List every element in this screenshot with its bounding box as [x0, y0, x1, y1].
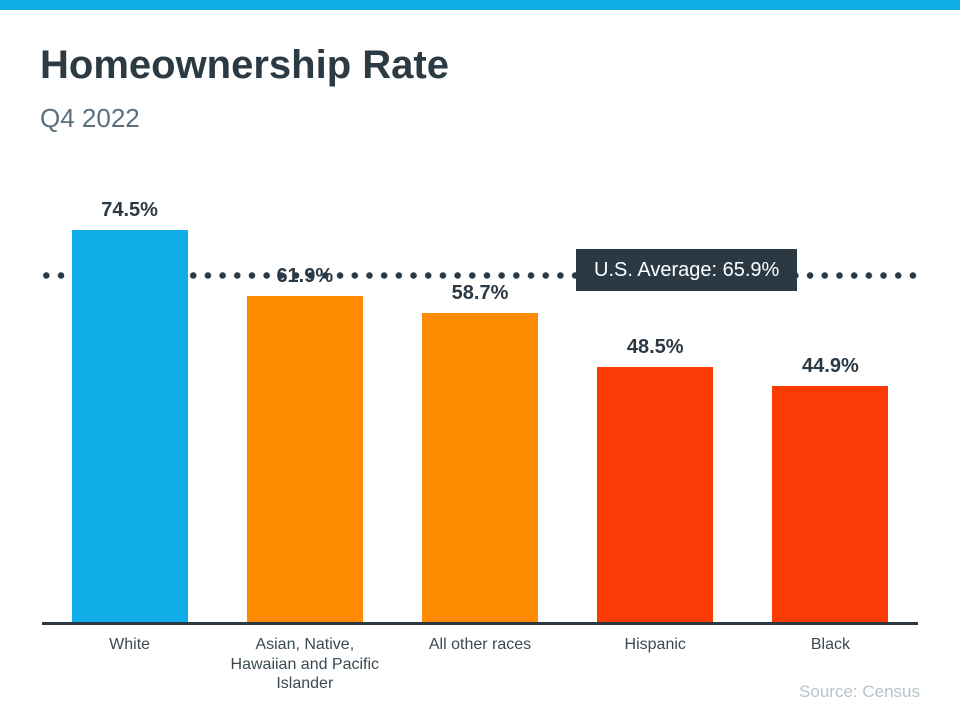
category-label-black: Black: [810, 636, 850, 653]
header: Homeownership Rate Q4 2022: [40, 44, 449, 134]
page-subtitle: Q4 2022: [40, 103, 140, 133]
bar-group-hispanic: 48.5%: [568, 336, 743, 622]
bar-value-label: 58.7%: [451, 282, 509, 305]
category-label-hispanic: Hispanic: [624, 636, 686, 653]
bar-value-label: 48.5%: [626, 335, 684, 358]
bar-group-asian-native-hawaiian-pacific-islander: 61.9%: [217, 265, 392, 622]
category-label-all-other-races: All other races: [428, 636, 532, 653]
category-axis: White Asian, Native, Hawaiian and Pacifi…: [42, 635, 918, 694]
chart-area: 74.5% 61.9% 58.7% 48.5% 44.9% U.S. Avera…: [39, 185, 919, 625]
bar-asian-native-hawaiian-pacific-islander: [246, 296, 363, 622]
average-dotted-line: [39, 271, 919, 279]
bar-group-all-other-races: 58.7%: [392, 282, 567, 622]
bar-all-other-races: [422, 313, 538, 622]
page-title: Homeownership Rate: [40, 43, 449, 87]
bar-white: [71, 229, 188, 622]
top-accent-bar: [0, 0, 960, 10]
bar-hispanic: [597, 366, 714, 622]
category-label-asian-native-hawaiian-pacific-islander: Asian, Native, Hawaiian and Pacific Isla…: [230, 636, 380, 693]
bar-value-label: 61.9%: [276, 265, 334, 288]
bar-value-label: 74.5%: [101, 198, 158, 221]
bar-black: [772, 385, 889, 622]
average-badge: U.S. Average: 65.9%: [576, 249, 798, 291]
source-text: Source: Census: [799, 682, 920, 701]
bar-group-white: 74.5%: [42, 199, 217, 622]
bars-row: 74.5% 61.9% 58.7% 48.5% 44.9%: [42, 185, 918, 622]
bar-value-label: 44.9%: [802, 354, 859, 377]
bar-group-black: 44.9%: [743, 355, 918, 622]
category-label-white: White: [109, 636, 151, 653]
